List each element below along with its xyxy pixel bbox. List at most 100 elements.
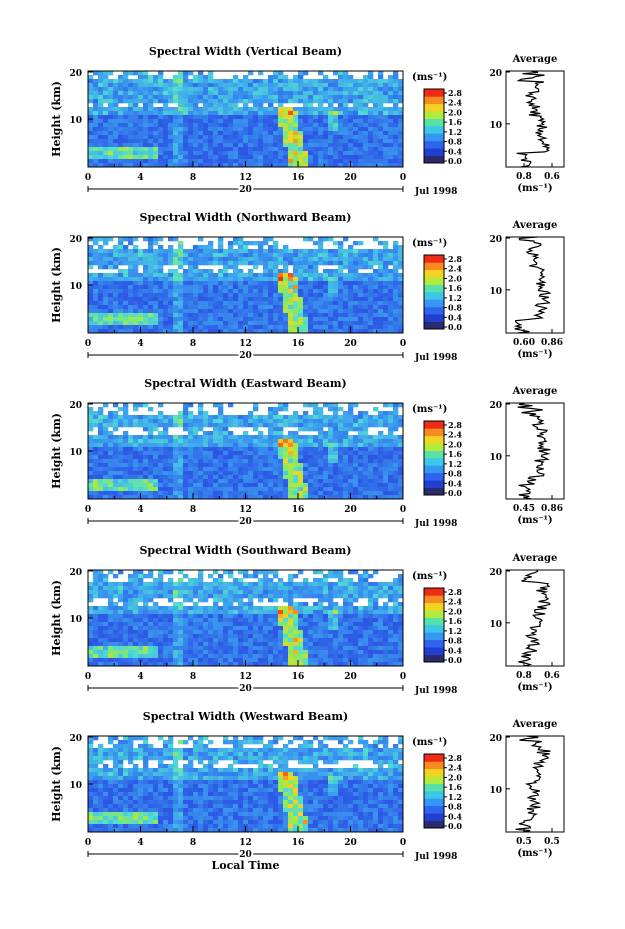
heatmap-cell [143, 143, 149, 148]
heatmap-cell [208, 245, 214, 250]
heatmap-cell [348, 471, 354, 476]
heatmap-cell [103, 479, 109, 484]
heatmap-cell [98, 467, 104, 472]
heatmap-cell [203, 143, 209, 148]
heatmap-cell [223, 131, 229, 136]
y-tick-label: 10 [69, 282, 82, 292]
heatmap-cell [353, 439, 359, 444]
heatmap-cell [238, 151, 244, 156]
heatmap-cell [223, 139, 229, 144]
heatmap-cell [88, 289, 94, 294]
heatmap-cell [308, 423, 314, 428]
heatmap-cell [193, 155, 199, 160]
heatmap-cell [368, 447, 374, 452]
heatmap-cell [173, 293, 179, 298]
heatmap-cell [213, 261, 219, 266]
heatmap-cell [308, 479, 314, 484]
heatmap-cell [258, 451, 264, 456]
heatmap-cell [88, 277, 94, 282]
heatmap-cell [243, 135, 249, 140]
heatmap-cell [198, 139, 204, 144]
heatmap-cell [268, 479, 274, 484]
heatmap-cell [388, 495, 394, 500]
heatmap-cell [183, 107, 189, 112]
heatmap-cell [128, 99, 134, 104]
heatmap-cell [343, 590, 349, 595]
heatmap-cell [353, 321, 359, 326]
heatmap-cell [343, 475, 349, 480]
heatmap-cell [88, 115, 94, 120]
heatmap-cell [148, 75, 154, 80]
heatmap-cell [168, 309, 174, 314]
heatmap-cell [193, 135, 199, 140]
heatmap-cell [163, 163, 169, 168]
heatmap-cell [173, 83, 179, 88]
heatmap-cell [243, 606, 249, 611]
heatmap-cell [393, 309, 399, 314]
x-tick-label: 12 [239, 173, 252, 183]
heatmap-cell [313, 411, 319, 416]
heatmap-cell [338, 111, 344, 116]
heatmap-cell [163, 95, 169, 100]
heatmap-cell [203, 317, 209, 322]
heatmap-cell [153, 487, 159, 492]
heatmap-cell [223, 618, 229, 623]
heatmap-cell [138, 483, 144, 488]
heatmap-cell [168, 479, 174, 484]
heatmap-cell [103, 249, 109, 254]
heatmap-cell [373, 455, 379, 460]
heatmap-cell [263, 95, 269, 100]
heatmap-cell [138, 99, 144, 104]
heatmap-cell [233, 281, 239, 286]
heatmap-cell [358, 495, 364, 500]
heatmap-cell [228, 403, 234, 408]
heatmap-cell [218, 245, 224, 250]
heatmap-cell [193, 491, 199, 496]
heatmap-cell [248, 423, 254, 428]
heatmap-cell [108, 582, 114, 587]
heatmap-cell [283, 83, 289, 88]
heatmap-cell [278, 313, 284, 318]
heatmap-cell [258, 305, 264, 310]
heatmap-cell [353, 463, 359, 468]
heatmap-cell [383, 249, 389, 254]
heatmap-cell [263, 491, 269, 496]
colorbar-band [424, 155, 444, 164]
heatmap-cell [198, 301, 204, 306]
heatmap-cell [343, 127, 349, 132]
heatmap-cell [148, 139, 154, 144]
heatmap-cell [363, 261, 369, 266]
heatmap-cell [398, 139, 404, 144]
heatmap-cell [358, 459, 364, 464]
heatmap-cell [183, 123, 189, 128]
heatmap-cell [218, 321, 224, 326]
heatmap-cell [133, 491, 139, 496]
heatmap-cell [223, 95, 229, 100]
heatmap-cell [173, 261, 179, 266]
heatmap-cell [128, 115, 134, 120]
heatmap-cell [333, 309, 339, 314]
heatmap-cell [218, 147, 224, 152]
heatmap-cell [373, 317, 379, 322]
heatmap-cell [348, 245, 354, 250]
heatmap-cell [338, 293, 344, 298]
heatmap-cell [363, 467, 369, 472]
heatmap-cell [173, 321, 179, 326]
heatmap-cell [173, 586, 179, 591]
heatmap-cell [143, 91, 149, 96]
heatmap-cell [133, 79, 139, 84]
heatmap-cell [333, 107, 339, 112]
heatmap-cell [283, 245, 289, 250]
heatmap-cell [208, 257, 214, 262]
heatmap-cell [158, 281, 164, 286]
heatmap-cell [153, 297, 159, 302]
heatmap-cell [103, 155, 109, 160]
heatmap-cell [233, 75, 239, 80]
heatmap-cell [313, 107, 319, 112]
heatmap-cell [103, 321, 109, 326]
heatmap-cell [328, 103, 334, 108]
heatmap-cell [153, 594, 159, 599]
heatmap-cell [113, 107, 119, 112]
heatmap-cell [333, 269, 339, 274]
heatmap-cell [88, 297, 94, 302]
